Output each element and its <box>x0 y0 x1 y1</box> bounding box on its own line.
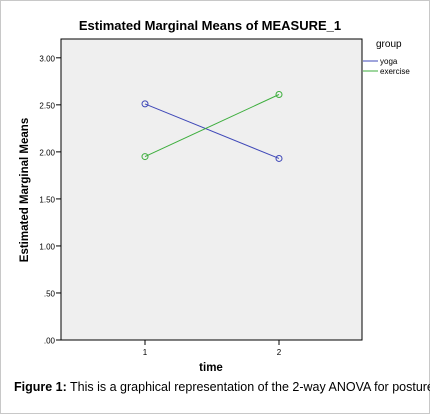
caption-label: Figure 1: <box>14 380 67 394</box>
y-tick-label: 2.50 <box>39 101 55 110</box>
y-axis-label: Estimated Marginal Means <box>19 118 31 262</box>
y-tick-label: 1.50 <box>39 195 55 204</box>
data-point-yoga <box>141 100 149 108</box>
legend-title: group <box>376 39 402 50</box>
data-point-exercise <box>275 90 283 98</box>
y-axis: .00 .50 1.00 1.50 2.00 2.50 3.00 <box>39 54 61 346</box>
series-layer <box>141 90 283 162</box>
series-line-exercise <box>144 94 280 158</box>
estimated-marginal-means-chart: Estimated Marginal Means of MEASURE_1 .0… <box>19 18 410 374</box>
figure-caption: Figure 1: This is a graphical representa… <box>14 380 430 394</box>
series-line-yoga <box>144 103 280 159</box>
x-tick-label: 2 <box>277 348 282 357</box>
x-tick-label: 1 <box>143 348 148 357</box>
plot-area <box>60 38 363 341</box>
y-tick-label: .00 <box>44 337 56 346</box>
y-tick-label: 1.00 <box>39 242 55 251</box>
data-point-yoga <box>275 154 283 162</box>
y-tick-label: 3.00 <box>39 54 55 63</box>
caption-text: This is a graphical representation of th… <box>66 380 430 394</box>
y-tick-label: .50 <box>44 289 56 298</box>
x-axis-label: time <box>199 362 223 374</box>
data-point-exercise <box>141 153 149 161</box>
legend-label-yoga: yoga <box>380 57 398 66</box>
y-tick-label: 2.00 <box>39 148 55 157</box>
chart-title: Estimated Marginal Means of MEASURE_1 <box>79 18 341 33</box>
legend-label-exercise: exercise <box>380 67 410 76</box>
